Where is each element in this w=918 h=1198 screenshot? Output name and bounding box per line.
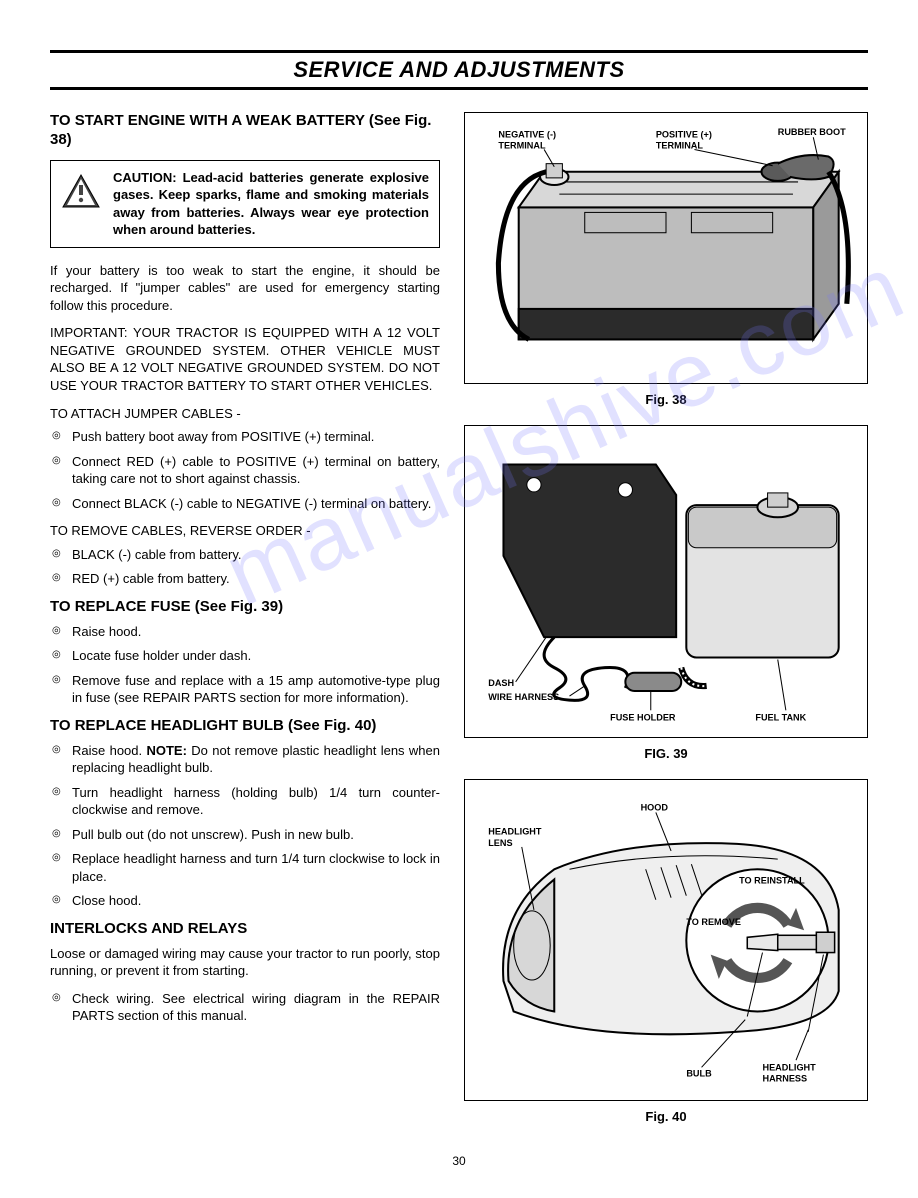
text: Raise hood. xyxy=(72,743,146,758)
list-item: Locate fuse holder under dash. xyxy=(50,647,440,665)
warning-icon xyxy=(61,173,101,209)
figure-40-svg: HOOD HEADLIGHT LENS TO REINSTALL TO REMO… xyxy=(473,788,859,1093)
interlocks-list: Check wiring. See electrical wiring diag… xyxy=(50,990,440,1025)
list-item: BLACK (-) cable from battery. xyxy=(50,546,440,564)
svg-text:TO REINSTALL: TO REINSTALL xyxy=(739,875,805,885)
svg-text:TO REMOVE: TO REMOVE xyxy=(686,917,741,927)
list-item: RED (+) cable from battery. xyxy=(50,570,440,588)
svg-text:BULB: BULB xyxy=(686,1068,712,1078)
two-col-layout: TO START ENGINE WITH A WEAK BATTERY (See… xyxy=(50,112,868,1142)
figure-38-box: NEGATIVE (-) TERMINAL POSITIVE (+) TERMI… xyxy=(464,112,868,384)
heading-start-engine: TO START ENGINE WITH A WEAK BATTERY (See… xyxy=(50,112,440,150)
para-recharge: If your battery is too weak to start the… xyxy=(50,262,440,315)
heading-interlocks: INTERLOCKS AND RELAYS xyxy=(50,920,440,939)
caution-box: CAUTION: Lead-acid batteries generate ex… xyxy=(50,160,440,248)
attach-header: TO ATTACH JUMPER CABLES - xyxy=(50,405,440,423)
left-column: TO START ENGINE WITH A WEAK BATTERY (See… xyxy=(50,112,440,1142)
svg-text:WIRE HARNESS: WIRE HARNESS xyxy=(488,692,559,702)
figure-40-box: HOOD HEADLIGHT LENS TO REINSTALL TO REMO… xyxy=(464,779,868,1102)
caution-text: CAUTION: Lead-acid batteries generate ex… xyxy=(113,169,429,239)
para-important: IMPORTANT: YOUR TRACTOR IS EQUIPPED WITH… xyxy=(50,324,440,394)
list-item: Connect RED (+) cable to POSITIVE (+) te… xyxy=(50,453,440,488)
list-item: Raise hood. xyxy=(50,623,440,641)
list-item: Close hood. xyxy=(50,892,440,910)
figure-38-svg: NEGATIVE (-) TERMINAL POSITIVE (+) TERMI… xyxy=(473,121,859,375)
list-item: Connect BLACK (-) cable to NEGATIVE (-) … xyxy=(50,495,440,513)
list-item: Turn headlight harness (holding bulb) 1/… xyxy=(50,784,440,819)
svg-text:FUEL TANK: FUEL TANK xyxy=(755,712,806,722)
svg-text:LENS: LENS xyxy=(488,837,512,847)
list-item: Pull bulb out (do not unscrew). Push in … xyxy=(50,826,440,844)
figure-39-svg: DASH WIRE HARNESS FUSE HOLDER FUEL TANK xyxy=(473,434,859,729)
para-interlocks: Loose or damaged wiring may cause your t… xyxy=(50,945,440,980)
svg-text:HEADLIGHT: HEADLIGHT xyxy=(488,826,542,836)
note-label: NOTE: xyxy=(146,743,186,758)
page-number: 30 xyxy=(50,1154,868,1168)
figure-39-caption: FIG. 39 xyxy=(464,746,868,761)
heading-replace-fuse: TO REPLACE FUSE (See Fig. 39) xyxy=(50,598,440,617)
svg-text:DASH: DASH xyxy=(488,678,514,688)
figure-39-box: DASH WIRE HARNESS FUSE HOLDER FUEL TANK xyxy=(464,425,868,738)
figure-38-caption: Fig. 38 xyxy=(464,392,868,407)
remove-header: TO REMOVE CABLES, REVERSE ORDER - xyxy=(50,522,440,540)
svg-text:HOOD: HOOD xyxy=(641,802,669,812)
svg-text:HARNESS: HARNESS xyxy=(762,1073,807,1083)
list-item: Replace headlight harness and turn 1/4 t… xyxy=(50,850,440,885)
page-title: SERVICE AND ADJUSTMENTS xyxy=(50,50,868,90)
heading-replace-bulb: TO REPLACE HEADLIGHT BULB (See Fig. 40) xyxy=(50,717,440,736)
list-item: Remove fuse and replace with a 15 amp au… xyxy=(50,672,440,707)
list-item: Push battery boot away from POSITIVE (+)… xyxy=(50,428,440,446)
fuse-list: Raise hood. Locate fuse holder under das… xyxy=(50,623,440,707)
list-item: Raise hood. NOTE: Do not remove plastic … xyxy=(50,742,440,777)
svg-text:NEGATIVE (-): NEGATIVE (-) xyxy=(498,129,556,139)
right-column: NEGATIVE (-) TERMINAL POSITIVE (+) TERMI… xyxy=(464,112,868,1142)
attach-list: Push battery boot away from POSITIVE (+)… xyxy=(50,428,440,512)
svg-text:TERMINAL: TERMINAL xyxy=(656,140,704,150)
svg-text:HEADLIGHT: HEADLIGHT xyxy=(762,1062,816,1072)
list-item: Check wiring. See electrical wiring diag… xyxy=(50,990,440,1025)
svg-text:TERMINAL: TERMINAL xyxy=(498,140,546,150)
bulb-list: Raise hood. NOTE: Do not remove plastic … xyxy=(50,742,440,910)
svg-text:FUSE HOLDER: FUSE HOLDER xyxy=(610,712,676,722)
figure-40-caption: Fig. 40 xyxy=(464,1109,868,1124)
svg-text:POSITIVE (+): POSITIVE (+) xyxy=(656,129,712,139)
svg-text:RUBBER BOOT: RUBBER BOOT xyxy=(778,127,846,137)
remove-list: BLACK (-) cable from battery. RED (+) ca… xyxy=(50,546,440,588)
